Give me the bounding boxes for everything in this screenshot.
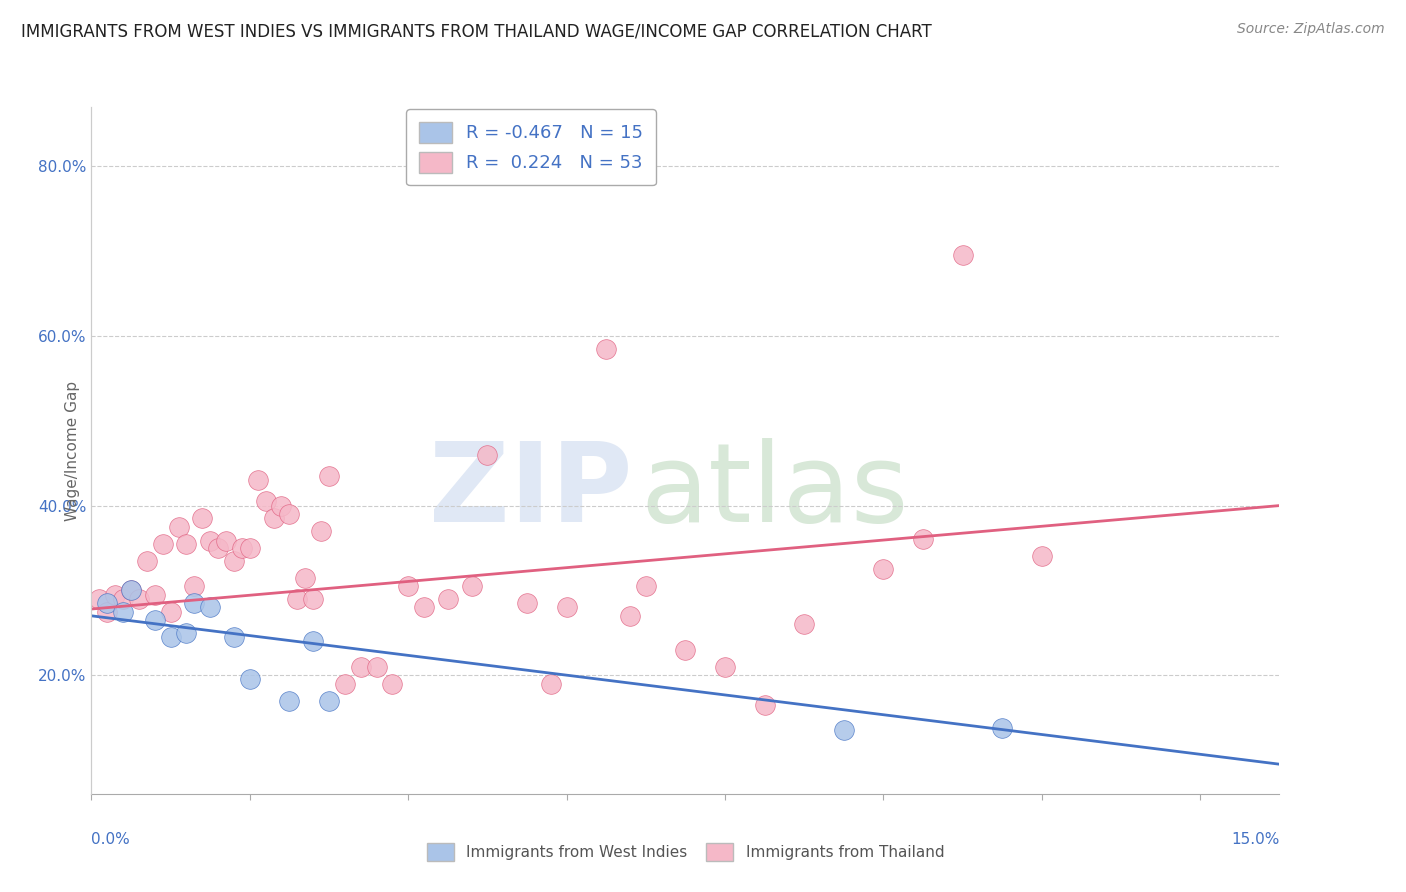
Point <box>89 591 111 606</box>
Point <box>460 579 482 593</box>
Point <box>516 596 538 610</box>
Point <box>333 676 356 690</box>
Point <box>595 342 617 356</box>
Point <box>477 448 499 462</box>
Point <box>222 630 245 644</box>
Point <box>120 583 142 598</box>
Point <box>555 600 578 615</box>
Point <box>634 579 657 593</box>
Point <box>112 591 135 606</box>
Point <box>302 634 325 648</box>
Point <box>318 469 340 483</box>
Point <box>436 591 458 606</box>
Point <box>159 630 181 644</box>
Point <box>112 605 135 619</box>
Point <box>239 673 262 687</box>
Point <box>754 698 776 712</box>
Point <box>278 507 301 521</box>
Point <box>143 613 166 627</box>
Point <box>872 562 894 576</box>
Text: atlas: atlas <box>640 438 908 545</box>
Point <box>96 605 118 619</box>
Point <box>793 617 815 632</box>
Point <box>183 596 205 610</box>
Point <box>1031 549 1053 564</box>
Point <box>183 579 205 593</box>
Point <box>396 579 419 593</box>
Text: Source: ZipAtlas.com: Source: ZipAtlas.com <box>1237 22 1385 37</box>
Point <box>128 591 150 606</box>
Point <box>200 534 222 549</box>
Point <box>309 524 332 538</box>
Point <box>200 600 222 615</box>
Legend: Immigrants from West Indies, Immigrants from Thailand: Immigrants from West Indies, Immigrants … <box>419 836 952 869</box>
Text: ZIP: ZIP <box>429 438 631 545</box>
Text: 0.0%: 0.0% <box>91 831 131 847</box>
Point <box>215 534 238 549</box>
Point <box>302 591 325 606</box>
Point <box>191 511 214 525</box>
Y-axis label: Wage/Income Gap: Wage/Income Gap <box>65 380 80 521</box>
Point <box>381 676 404 690</box>
Point <box>231 541 253 555</box>
Point <box>832 723 855 738</box>
Point <box>318 693 340 707</box>
Point <box>120 583 142 598</box>
Point <box>714 659 737 673</box>
Point <box>176 625 198 640</box>
Point <box>159 605 181 619</box>
Point <box>366 659 388 673</box>
Point <box>104 588 127 602</box>
Point <box>952 248 974 262</box>
Point <box>143 588 166 602</box>
Point <box>270 499 292 513</box>
Point <box>413 600 436 615</box>
Point <box>911 533 934 547</box>
Text: IMMIGRANTS FROM WEST INDIES VS IMMIGRANTS FROM THAILAND WAGE/INCOME GAP CORRELAT: IMMIGRANTS FROM WEST INDIES VS IMMIGRANT… <box>21 22 932 40</box>
Point <box>673 642 696 657</box>
Text: 15.0%: 15.0% <box>1232 831 1279 847</box>
Point <box>285 591 308 606</box>
Point <box>294 571 316 585</box>
Point <box>152 537 174 551</box>
Point <box>619 608 641 623</box>
Point <box>350 659 373 673</box>
Point <box>540 676 562 690</box>
Point <box>176 537 198 551</box>
Point <box>207 541 229 555</box>
Point <box>167 520 190 534</box>
Point <box>263 511 285 525</box>
Point <box>246 473 269 487</box>
Point <box>222 554 245 568</box>
Point <box>254 494 277 508</box>
Point <box>991 721 1014 735</box>
Point <box>278 693 301 707</box>
Point <box>239 541 262 555</box>
Point <box>96 596 118 610</box>
Point <box>135 554 157 568</box>
